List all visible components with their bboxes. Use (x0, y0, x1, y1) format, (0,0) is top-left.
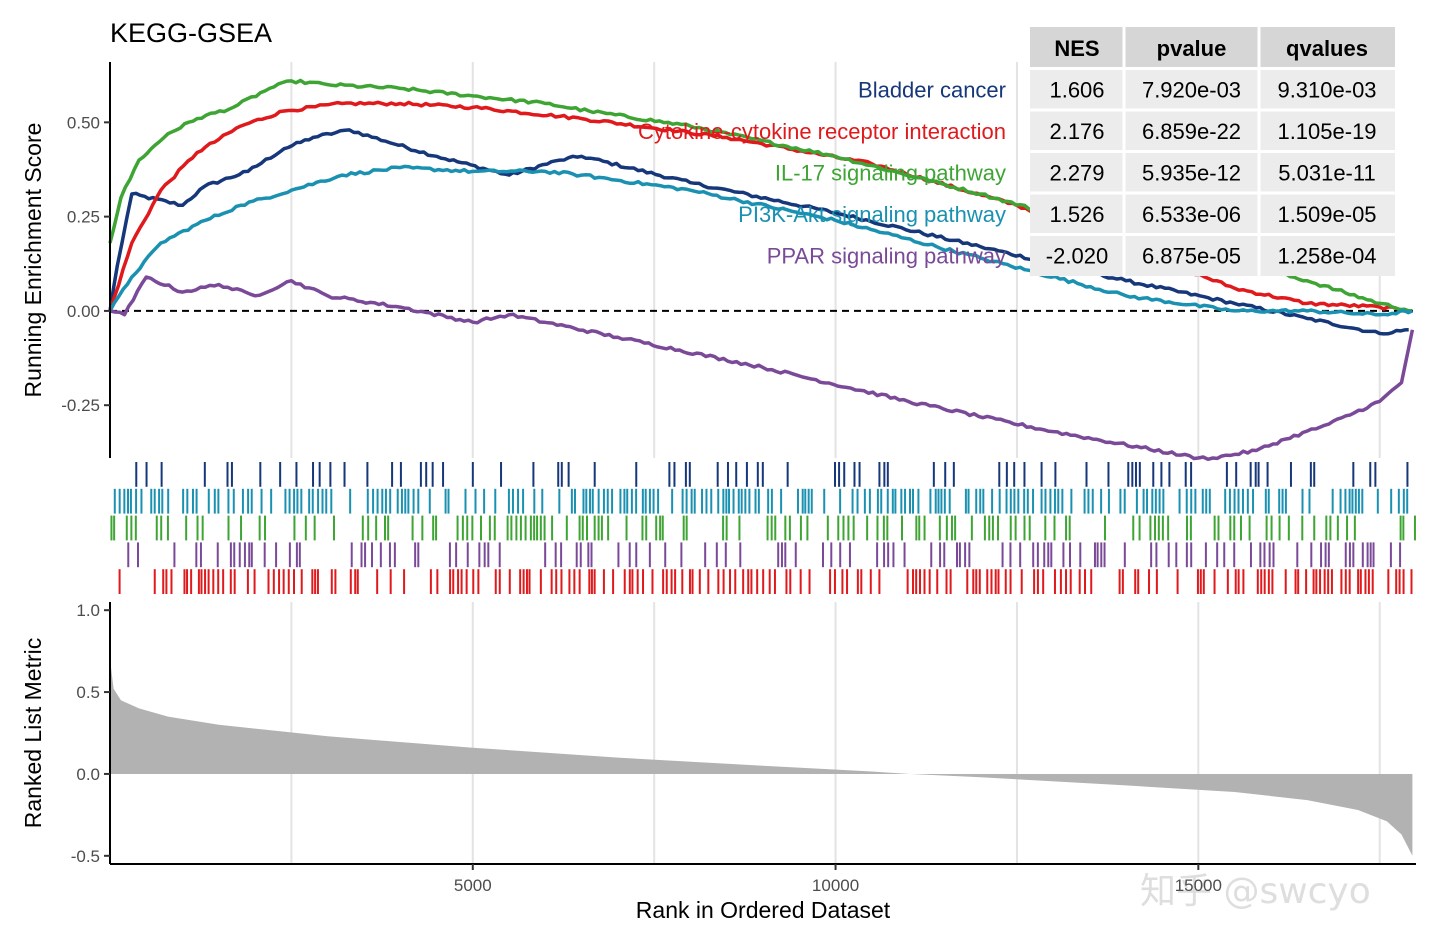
es-y-tick-label: 0.50 (67, 113, 100, 132)
table-header-qvalues: qvalues (1286, 36, 1368, 61)
table-cell: 5.935e-12 (1142, 161, 1241, 186)
hit-row-0 (135, 462, 1409, 487)
table-row-bg (1030, 110, 1395, 152)
metric-y-axis-label: Ranked List Metric (20, 638, 46, 828)
hit-row-4 (127, 542, 1402, 568)
hit-row-2 (110, 515, 1416, 541)
legend-label-2: IL-17 signaling pathway (775, 161, 1006, 186)
chart-title: KEGG-GSEA (110, 18, 273, 48)
table-header-pvalue: pvalue (1157, 36, 1227, 61)
table-cell: 6.859e-22 (1142, 119, 1241, 144)
table-cell: 1.258e-04 (1277, 244, 1376, 269)
table-row-bg (1030, 193, 1395, 235)
x-tick-label: 15000 (1175, 876, 1222, 895)
table-header-bg (1030, 27, 1395, 69)
enrichment-score-lines (108, 78, 1415, 462)
table-cell: 5.031e-11 (1278, 161, 1375, 186)
table-cell: 2.279 (1049, 161, 1104, 186)
table-cell: 7.920e-03 (1142, 78, 1241, 103)
table-header-NES: NES (1054, 36, 1099, 61)
es-y-tick-label: -0.25 (61, 396, 100, 415)
table-cell: 1.526 (1049, 202, 1104, 227)
metric-y-tick-label: 0.5 (76, 683, 100, 702)
es-y-tick-label: 0.25 (67, 208, 100, 227)
legend-label-4: PPAR signaling pathway (767, 244, 1006, 269)
hit-row-1 (118, 569, 1413, 594)
es-line-4 (109, 275, 1415, 462)
table-row-bg (1030, 234, 1395, 276)
legend-label-3: PI3K-Akt signaling pathway (738, 202, 1006, 227)
legend-label-1: Cytokine-cytokine receptor interaction (638, 119, 1006, 144)
table-cell: -2.020 (1046, 244, 1108, 269)
es-y-axis-label: Running Enrichment Score (20, 123, 46, 398)
axes: 0.50 0.25 0.00 -0.25 1.0 0.5 0.0 -0.5 5000 10000 1… (20, 62, 1416, 923)
table-cell: 9.310e-03 (1277, 78, 1376, 103)
table-cell: 6.875e-05 (1142, 244, 1241, 269)
x-axis-label: Rank in Ordered Dataset (636, 897, 891, 923)
metric-y-tick-label: 0.0 (76, 765, 100, 784)
metric-y-tick-label: 1.0 (76, 601, 100, 620)
x-tick-label: 5000 (454, 876, 492, 895)
table-cell: 1.105e-19 (1277, 119, 1376, 144)
stats-table: NES pvalue qvalues 1.606 7.920e-03 9.310e-03 2… (1030, 27, 1395, 276)
table-row-bg (1030, 68, 1395, 110)
es-y-tick-label: 0.00 (67, 302, 100, 321)
x-tick-label: 10000 (812, 876, 859, 895)
table-cell: 1.509e-05 (1277, 202, 1376, 227)
table-row-bg (1030, 151, 1395, 193)
es-line-0 (108, 128, 1409, 336)
metric-y-tick-label: -0.5 (71, 847, 100, 866)
watermark: 知乎 @swcyo (1140, 871, 1371, 912)
hit-row-3 (113, 488, 1409, 514)
es-line-3 (108, 164, 1414, 317)
table-cell: 6.533e-06 (1142, 202, 1241, 227)
table-cell: 1.606 (1049, 78, 1104, 103)
legend-label-0: Bladder cancer (858, 78, 1006, 103)
hit-barcodes (110, 462, 1416, 594)
ranked-metric-area (110, 659, 1413, 856)
table-cell: 2.176 (1049, 119, 1104, 144)
metric-area (110, 659, 1413, 856)
legend: Bladder cancer Cytokine-cytokine receptor… (638, 78, 1006, 269)
